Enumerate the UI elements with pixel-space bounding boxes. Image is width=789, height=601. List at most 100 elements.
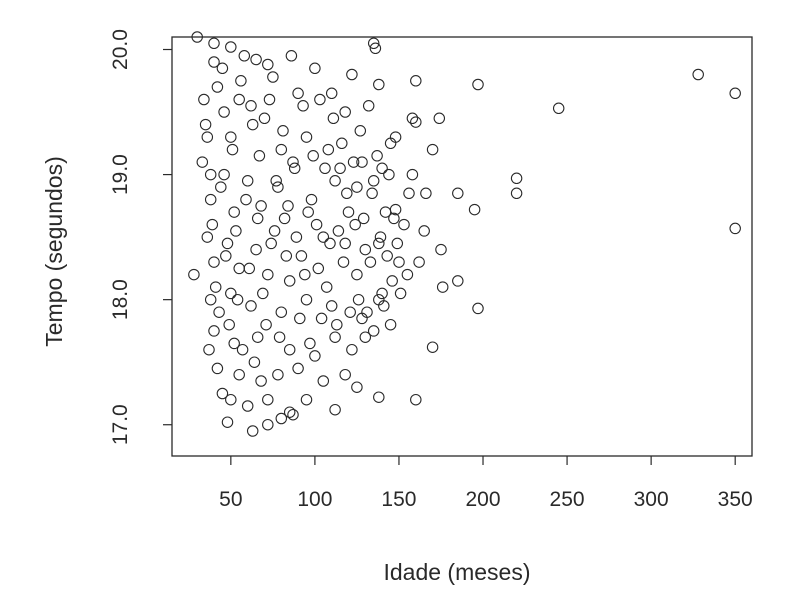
data-point [272,181,284,193]
data-point [410,393,422,406]
data-point [260,318,272,331]
data-point [288,162,301,175]
data-point [406,112,419,125]
data-point [204,193,217,206]
data-point [275,412,288,425]
data-point [401,268,414,281]
data-point [307,150,319,162]
data-point [265,237,277,250]
data-point [245,100,257,112]
data-point [389,203,402,216]
data-point [228,337,240,350]
data-point [391,237,404,250]
data-point [339,368,351,381]
data-point [367,37,380,50]
x-axis: 50 100 150 200 250 300 350 [219,456,753,511]
data-point [322,143,335,156]
data-point [305,193,318,206]
data-point [364,256,377,268]
data-point [208,56,220,68]
data-point [243,262,256,275]
data-point [362,100,375,112]
data-point [310,218,323,231]
data-point [287,408,299,421]
data-point [204,168,217,181]
data-point [394,287,407,300]
data-point [339,237,351,250]
data-point [211,81,224,93]
data-point [317,231,330,243]
data-point [692,68,704,81]
data-point [275,143,288,156]
data-point [283,275,296,287]
data-point [729,222,741,235]
data-point [361,306,373,318]
data-point [220,250,232,262]
data-point [472,302,484,315]
data-point [221,416,234,428]
data-point [329,175,341,187]
data-point [225,131,237,143]
data-point [213,306,225,318]
data-point [325,87,338,100]
data-point [201,131,214,143]
data-point [374,231,387,243]
data-point [376,162,388,175]
data-point [510,187,523,200]
data-point [729,87,741,100]
plot-frame [171,36,753,457]
data-point [262,268,274,281]
data-point [297,100,309,112]
data-point [468,203,481,216]
data-point [319,162,331,175]
data-point [357,212,370,225]
data-point [309,350,321,362]
data-point [285,50,298,62]
data-point [235,75,247,87]
data-point [218,168,230,181]
x-tick-label: 250 [550,488,585,511]
data-point [410,116,422,128]
data-point [203,343,215,356]
data-point [367,175,380,187]
data-point [272,368,284,381]
data-point [251,212,264,225]
data-point [371,150,383,162]
data-point [302,206,314,218]
data-point [334,162,346,175]
data-point [255,375,267,387]
data-point [257,287,269,300]
x-axis-title: Idade (meses) [383,559,530,585]
data-point [231,293,244,306]
data-point [359,331,372,343]
data-point [225,287,237,300]
x-tick-label: 200 [465,488,500,511]
data-point [433,112,446,125]
data-point [312,262,325,275]
y-axis: 17.0 18.0 19.0 20.0 [109,29,172,445]
data-point [295,250,308,262]
x-tick-label: 350 [718,488,753,511]
data-point [373,391,385,403]
data-point [277,125,289,137]
data-point [283,343,296,356]
data-point [206,218,219,231]
data-point [268,225,281,237]
data-point [376,287,388,300]
data-point [386,275,398,287]
data-point [299,268,311,281]
data-point [366,187,378,200]
data-point [339,106,351,118]
data-point [472,78,484,91]
data-point [327,112,340,125]
data-point [223,318,235,331]
data-point [226,143,239,156]
data-point [275,306,288,318]
data-point [356,156,368,168]
data-point [393,256,405,268]
data-point [287,156,299,168]
data-point [215,181,227,193]
data-point [280,250,293,262]
y-tick-label: 17.0 [109,404,132,445]
data-point [246,118,259,131]
